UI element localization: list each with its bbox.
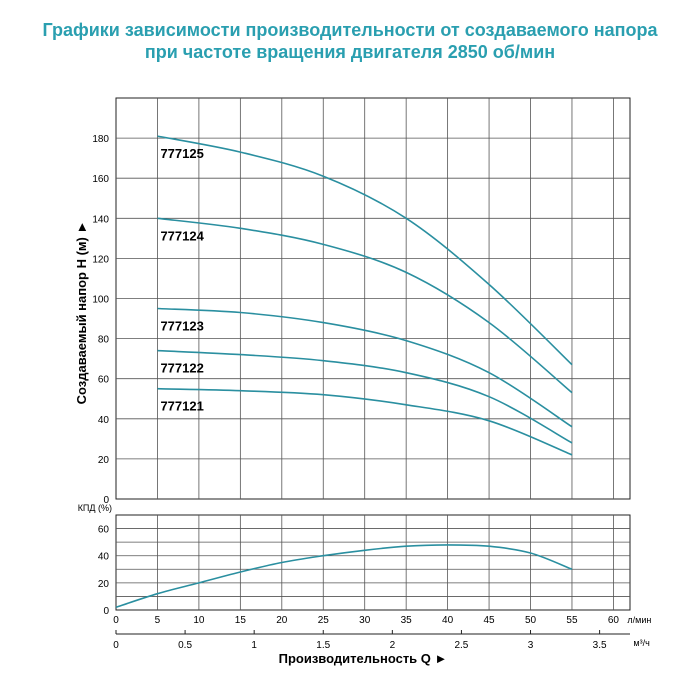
efficiency-y-tick-label: 20: [98, 579, 110, 590]
x-tick-label-m3h: 3.5: [593, 640, 607, 651]
head-y-tick-label: 40: [98, 415, 110, 426]
x-unit-m3h: м³/ч: [633, 638, 650, 648]
x-tick-label-m3h: 2.5: [454, 640, 468, 651]
head-chart-grid: 0 20 40 60 80 100 120 140 160 180: [92, 97, 631, 506]
head-y-tick-label: 100: [92, 295, 109, 306]
x-tick-label-lpm: 0: [113, 615, 119, 626]
head-y-tick-label: 120: [92, 254, 109, 265]
x-unit-lpm: л/мин: [627, 615, 651, 625]
x-tick-label-lpm: 10: [193, 615, 205, 626]
x-tick-label-m3h: 0: [113, 640, 119, 651]
x-tick-label-lpm: 15: [235, 615, 247, 626]
x-tick-label-lpm: 30: [359, 615, 371, 626]
x-tick-label-lpm: 55: [566, 615, 578, 626]
series-label-777125: 777125: [160, 146, 203, 161]
x-tick-label-m3h: 3: [528, 640, 534, 651]
head-curves: 777125 777124 777123 777122 777121: [157, 135, 573, 456]
head-y-tick-label: 0: [103, 495, 109, 506]
x-tick-label-m3h: 2: [390, 640, 396, 651]
x-tick-label-lpm: 60: [608, 615, 620, 626]
x-tick-label-lpm: 40: [442, 615, 454, 626]
series-label-777122: 777122: [160, 361, 203, 376]
head-curve-777122: [157, 349, 573, 444]
series-label-777123: 777123: [160, 319, 203, 334]
efficiency-y-tick-label: 40: [98, 552, 110, 563]
head-y-tick-label: 20: [98, 455, 110, 466]
head-curve-777121: [157, 387, 573, 456]
x-tick-label-lpm: 20: [276, 615, 288, 626]
x-tick-label-lpm: 35: [401, 615, 413, 626]
chart-title-line1: Графики зависимости производительности о…: [42, 20, 658, 40]
efficiency-chart-grid: 0 20 40 60 КПД (%): [78, 503, 631, 617]
x-tick-label-m3h: 0.5: [178, 640, 192, 651]
chart-title-line2: при частоте вращения двигателя 2850 об/м…: [144, 42, 556, 62]
head-y-axis-title: Создаваемый напор H (м) ►: [74, 221, 89, 405]
head-y-tick-label: 160: [92, 174, 109, 185]
series-label-777124: 777124: [160, 228, 204, 243]
x-tick-label-lpm: 45: [484, 615, 496, 626]
head-curve-777125: [157, 135, 573, 366]
x-tick-label-m3h: 1.5: [316, 640, 330, 651]
x-axis-title: Производительность Q ►: [279, 651, 448, 666]
efficiency-curve-line: [115, 544, 573, 609]
efficiency-chart-frame: [115, 514, 631, 611]
head-y-tick-label: 80: [98, 335, 110, 346]
head-curve-777124: [157, 217, 573, 394]
head-y-tick-label: 140: [92, 214, 109, 225]
head-y-tick-label: 180: [92, 134, 109, 145]
axis-labels: Создаваемый напор H (м) ►0 5 10 15 20 25 30 35 4…: [74, 221, 651, 666]
head-y-tick-label: 60: [98, 375, 110, 386]
efficiency-y-axis-title: КПД (%): [78, 503, 112, 513]
x-tick-label-m3h: 1: [251, 640, 257, 651]
x-tick-label-lpm: 5: [155, 615, 161, 626]
efficiency-y-tick-label: 60: [98, 525, 110, 536]
x-tick-label-lpm: 50: [525, 615, 537, 626]
head-curve-777123: [157, 307, 573, 428]
efficiency-curve: [115, 544, 573, 609]
series-label-777121: 777121: [160, 399, 203, 414]
efficiency-y-tick-label: 0: [103, 606, 109, 617]
x-tick-label-lpm: 25: [318, 615, 330, 626]
